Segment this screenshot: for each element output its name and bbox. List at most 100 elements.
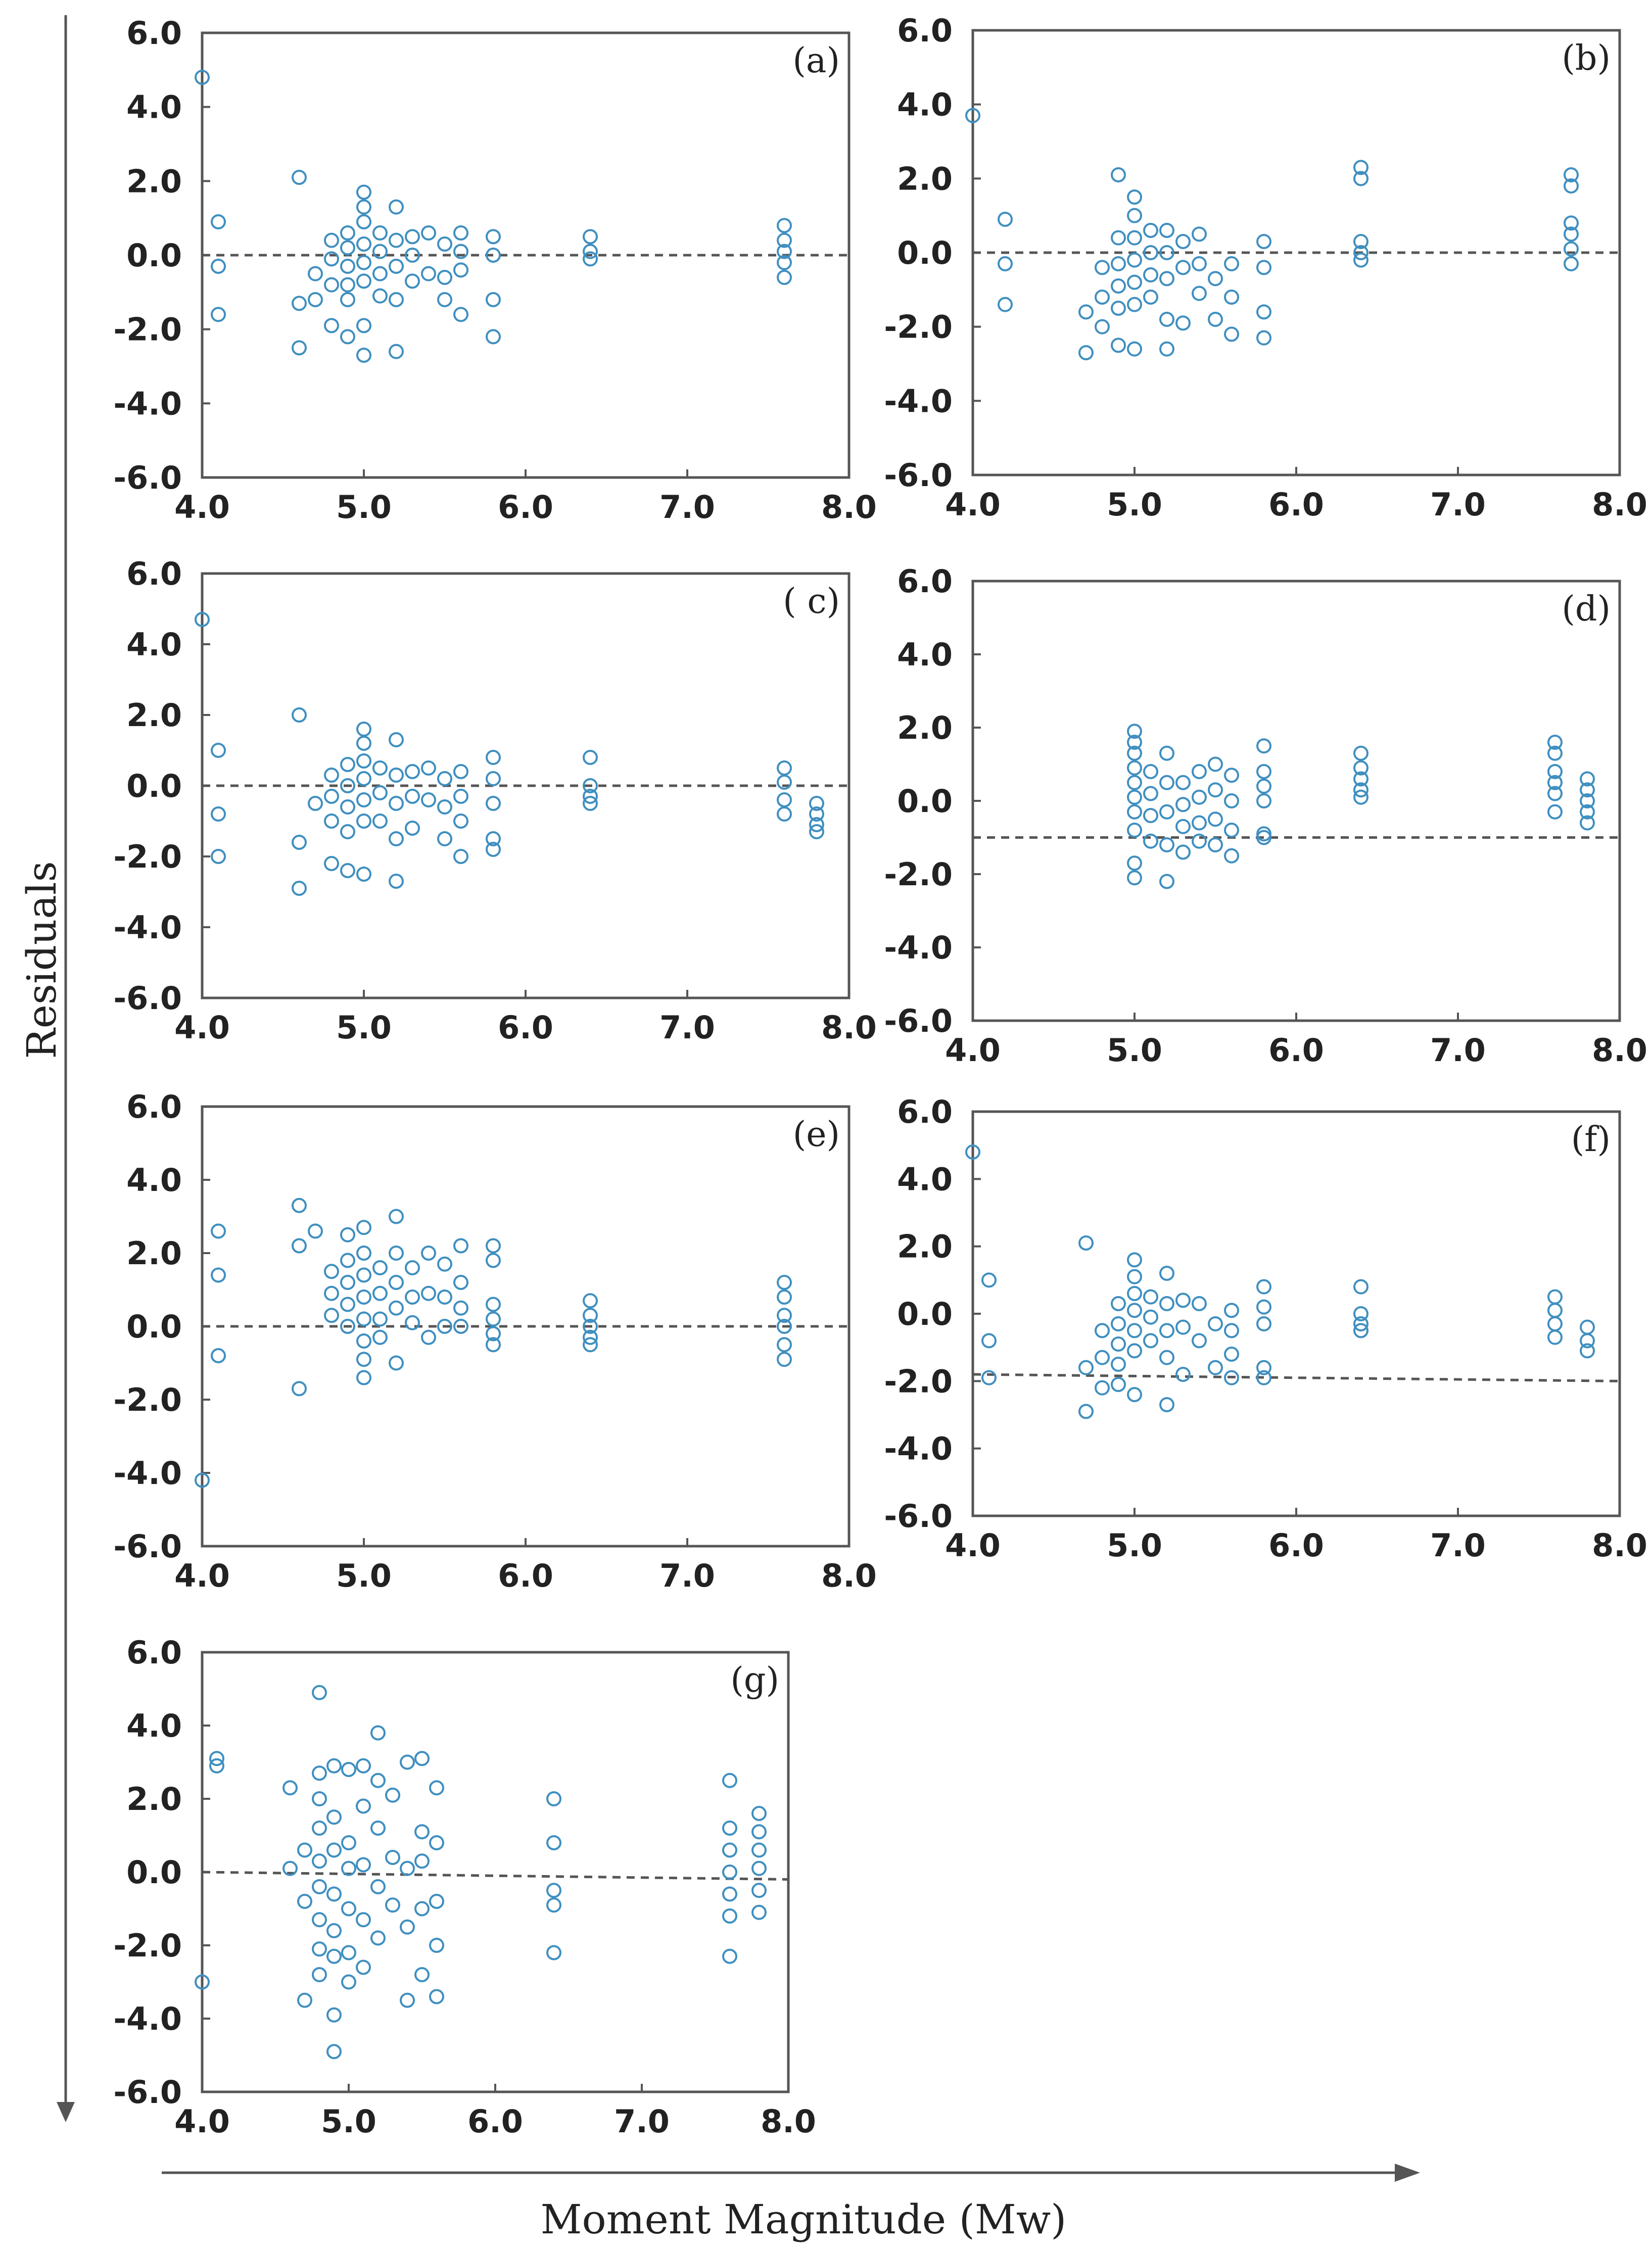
y-tick-label: 0.0 [897, 234, 953, 271]
y-tick-label: -6.0 [113, 1528, 182, 1565]
data-point [385, 1787, 400, 1803]
y-tick-label: -4.0 [884, 382, 953, 419]
data-point [1127, 230, 1142, 246]
data-point [405, 229, 420, 245]
data-point [356, 273, 371, 289]
x-tick-label: 6.0 [498, 1009, 553, 1046]
panel-label: (e) [793, 1115, 840, 1155]
data-point [1127, 1269, 1142, 1284]
data-point [1564, 167, 1579, 182]
y-tick-label: -2.0 [113, 311, 182, 348]
data-point [1127, 1286, 1142, 1301]
data-point [356, 1959, 371, 1975]
data-point [486, 292, 501, 307]
data-point [1127, 745, 1142, 761]
data-point [1127, 208, 1142, 223]
data-point [1175, 260, 1191, 275]
data-point [722, 1773, 737, 1788]
data-point [1127, 870, 1142, 886]
data-point [1224, 326, 1239, 342]
data-point [1127, 823, 1142, 838]
data-point [1208, 1360, 1223, 1375]
data-point [389, 1275, 404, 1290]
data-point [1353, 1306, 1368, 1321]
data-point [356, 1220, 371, 1235]
data-point [421, 225, 436, 241]
data-point [326, 1886, 342, 1902]
data-point [400, 1919, 415, 1935]
data-point [340, 799, 355, 815]
data-point [1159, 1350, 1174, 1365]
x-tick-label: 5.0 [321, 2103, 376, 2140]
data-point [1192, 789, 1207, 805]
data-point [282, 1860, 298, 1876]
data-point [1192, 226, 1207, 242]
data-point [389, 232, 404, 248]
data-point [1256, 830, 1271, 845]
x-tick-label: 7.0 [659, 1557, 715, 1594]
data-point [1159, 245, 1174, 260]
data-point [211, 307, 226, 322]
data-point [1127, 855, 1142, 871]
y-tick-label: 2.0 [126, 163, 182, 200]
data-point [1353, 252, 1368, 268]
plot-frame [201, 1105, 851, 1548]
data-point [1353, 1316, 1368, 1331]
data-point [1580, 782, 1595, 798]
data-point [429, 1989, 444, 2004]
data-point [1564, 256, 1579, 271]
panel-label: (f) [1571, 1120, 1611, 1160]
data-point [341, 1835, 356, 1850]
x-tick-label: 8.0 [821, 1009, 877, 1046]
data-point [486, 329, 501, 345]
data-point [324, 768, 339, 783]
data-point [1224, 823, 1239, 838]
data-point [389, 831, 404, 846]
reference-line [202, 1871, 789, 1881]
data-point [385, 1897, 400, 1913]
data-point [751, 1860, 767, 1876]
data-point [1256, 779, 1271, 794]
x-tick-label: 6.0 [1268, 1527, 1324, 1564]
data-point [356, 348, 371, 363]
data-point [437, 236, 452, 252]
data-point [1111, 1336, 1126, 1352]
data-point [400, 1992, 415, 2008]
data-point [1175, 1367, 1191, 1382]
x-tick-label: 5.0 [1107, 486, 1162, 523]
y-tick-label: 4.0 [897, 1161, 953, 1198]
data-point [486, 750, 501, 765]
data-point [324, 814, 339, 829]
data-point [1111, 1377, 1126, 1392]
data-point [1127, 760, 1142, 776]
data-point [389, 768, 404, 783]
data-point [722, 1864, 737, 1880]
data-point [356, 318, 371, 333]
data-point [1159, 837, 1174, 852]
data-point [356, 199, 371, 215]
y-tick-label: 6.0 [126, 1634, 182, 1671]
panel-label: (a) [792, 41, 840, 81]
data-point [583, 750, 598, 765]
y-tick-label: -4.0 [884, 929, 953, 966]
data-point [421, 1285, 436, 1301]
data-point [1547, 786, 1563, 801]
data-point [372, 785, 388, 800]
x-axis-arrow [162, 2164, 1420, 2182]
data-point [414, 1751, 430, 1766]
data-point [1095, 319, 1110, 334]
data-point [308, 292, 323, 307]
data-point [195, 70, 210, 85]
x-tick-label: 7.0 [659, 489, 715, 525]
data-point [356, 814, 371, 829]
data-point [356, 736, 371, 751]
data-point [1564, 178, 1579, 194]
y-tick-label: 2.0 [897, 709, 953, 746]
y-axis-arrow [57, 15, 75, 2122]
y-tick-label: 4.0 [126, 1707, 182, 1744]
data-point [453, 307, 468, 322]
y-tick-label: 0.0 [897, 1296, 953, 1332]
data-point [998, 212, 1013, 227]
data-point [389, 199, 404, 215]
y-tick-label: 2.0 [897, 1228, 953, 1265]
